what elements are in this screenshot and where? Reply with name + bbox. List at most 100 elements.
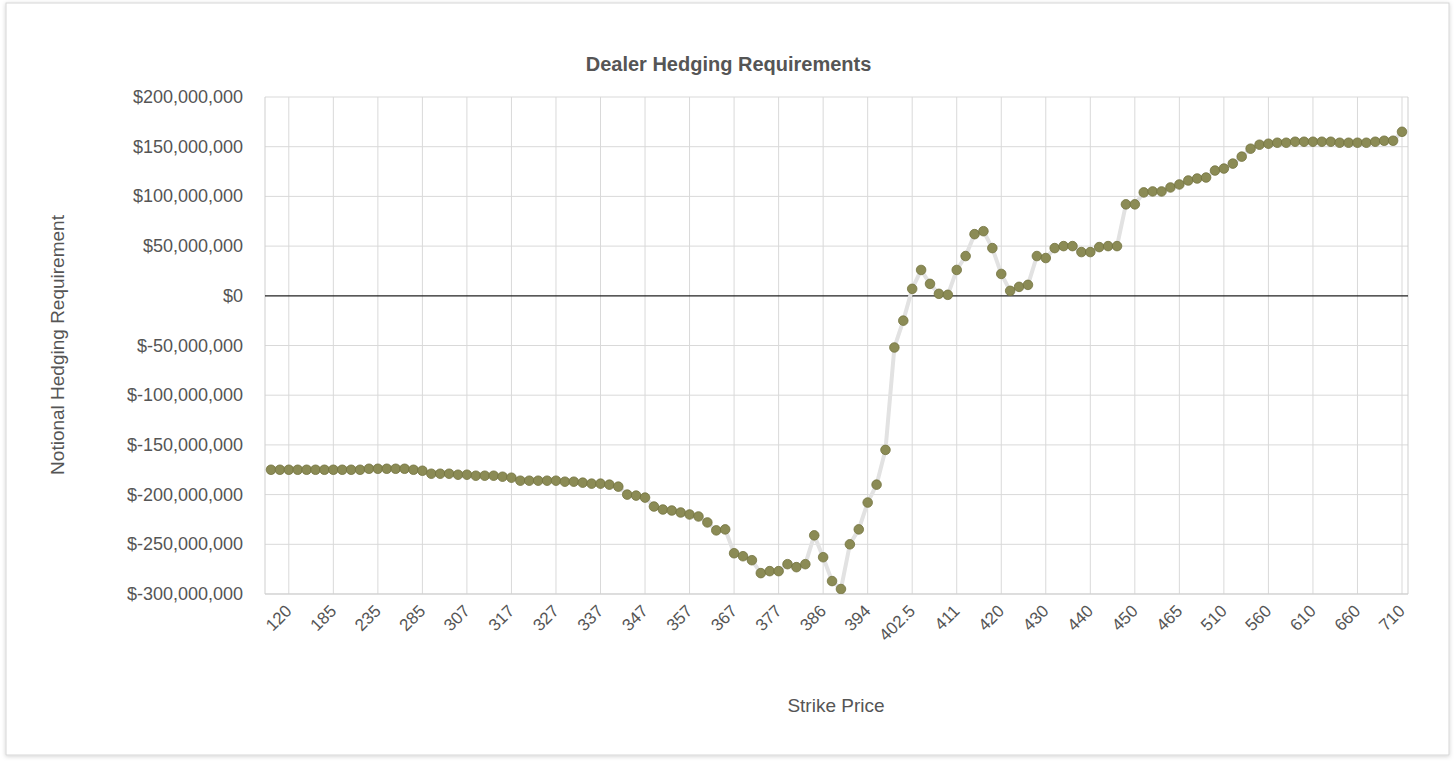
- data-point: [943, 290, 953, 300]
- y-grid-line: [265, 594, 1408, 595]
- y-grid-line: [265, 444, 1408, 445]
- data-point: [703, 518, 713, 528]
- data-point: [373, 464, 383, 474]
- data-point: [1228, 159, 1238, 169]
- data-point: [801, 559, 811, 569]
- data-point: [756, 568, 766, 578]
- data-point: [1068, 241, 1078, 251]
- y-grid-line: [265, 146, 1408, 147]
- data-point: [1246, 144, 1256, 154]
- data-point: [1370, 137, 1380, 147]
- y-tick-label: $-100,000,000: [127, 385, 243, 405]
- x-tick-label: 120: [262, 601, 295, 634]
- x-tick-label: 430: [1019, 601, 1052, 634]
- data-point: [266, 465, 276, 475]
- x-tick-label: 337: [574, 601, 607, 634]
- data-point: [426, 469, 436, 479]
- y-grid-line: [265, 97, 1408, 98]
- data-point: [916, 265, 926, 275]
- x-tick-label: 450: [1108, 601, 1141, 634]
- data-point: [970, 229, 980, 239]
- data-point: [1299, 137, 1309, 147]
- data-point: [622, 490, 632, 500]
- data-point: [355, 465, 365, 475]
- series: [266, 127, 1407, 594]
- data-point: [720, 525, 730, 535]
- data-point: [409, 465, 419, 475]
- y-tick-label: $150,000,000: [133, 137, 243, 157]
- data-point: [979, 226, 989, 236]
- data-point: [658, 505, 668, 515]
- chart: $-300,000,000$-250,000,000$-200,000,000$…: [0, 0, 1456, 765]
- data-point: [346, 465, 356, 475]
- data-point: [1201, 173, 1211, 183]
- data-point: [1121, 200, 1131, 210]
- data-point: [329, 465, 339, 475]
- data-point: [382, 464, 392, 474]
- data-point: [783, 559, 793, 569]
- data-point: [311, 465, 321, 475]
- data-point: [988, 243, 998, 253]
- data-point: [1397, 127, 1407, 137]
- data-point: [631, 491, 641, 501]
- data-point: [863, 498, 873, 508]
- data-point: [1014, 282, 1024, 292]
- data-point: [1308, 137, 1318, 147]
- data-point: [1326, 137, 1336, 147]
- y-grid-line: [265, 345, 1408, 346]
- x-tick-label: 411: [931, 601, 964, 634]
- x-tick-label: 510: [1197, 601, 1230, 634]
- data-point: [1264, 139, 1274, 149]
- x-tick-label: 440: [1064, 601, 1097, 634]
- data-point: [711, 526, 721, 536]
- y-grid-line: [265, 544, 1408, 545]
- x-tick-label: 386: [796, 601, 829, 634]
- y-tick-label: $-200,000,000: [127, 485, 243, 505]
- data-point: [542, 476, 552, 486]
- data-point: [640, 493, 650, 503]
- data-point: [996, 269, 1006, 279]
- x-tick-label: 185: [307, 601, 340, 634]
- data-point: [1077, 247, 1087, 257]
- data-point: [1059, 241, 1069, 251]
- x-tick-label: 367: [707, 601, 740, 634]
- data-point: [1175, 180, 1185, 190]
- data-point: [1210, 166, 1220, 176]
- data-point: [952, 265, 962, 275]
- y-axis-line: [265, 97, 266, 594]
- x-tick-label: 465: [1153, 601, 1186, 634]
- data-point: [293, 465, 303, 475]
- x-tick-label: 347: [618, 601, 651, 634]
- data-point: [729, 548, 739, 558]
- data-point: [1157, 187, 1167, 197]
- y-grid-line: [265, 395, 1408, 396]
- data-point: [890, 343, 900, 353]
- data-point: [337, 465, 347, 475]
- data-point: [1086, 247, 1096, 257]
- x-tick-label: 660: [1331, 601, 1364, 634]
- data-point: [596, 479, 606, 489]
- data-point: [1273, 138, 1283, 148]
- data-point: [462, 470, 472, 480]
- data-point: [907, 284, 917, 294]
- data-point: [391, 464, 401, 474]
- x-tick-label: 394: [841, 601, 874, 634]
- data-point: [925, 279, 935, 289]
- data-point: [881, 445, 891, 455]
- data-point: [364, 464, 374, 474]
- data-point: [1335, 138, 1345, 148]
- x-tick-label: 327: [529, 601, 562, 634]
- x-tick-label: 560: [1242, 601, 1275, 634]
- data-point: [560, 477, 570, 487]
- data-point: [774, 566, 784, 576]
- data-point: [498, 472, 508, 482]
- data-point: [845, 540, 855, 550]
- y-tick-label: $-300,000,000: [127, 584, 243, 604]
- data-point: [1094, 242, 1104, 252]
- plot-frame: [1408, 97, 1409, 594]
- data-point: [1005, 286, 1015, 296]
- data-point: [1112, 241, 1122, 251]
- data-point: [738, 551, 748, 561]
- data-point: [578, 478, 588, 488]
- data-point: [1183, 176, 1193, 186]
